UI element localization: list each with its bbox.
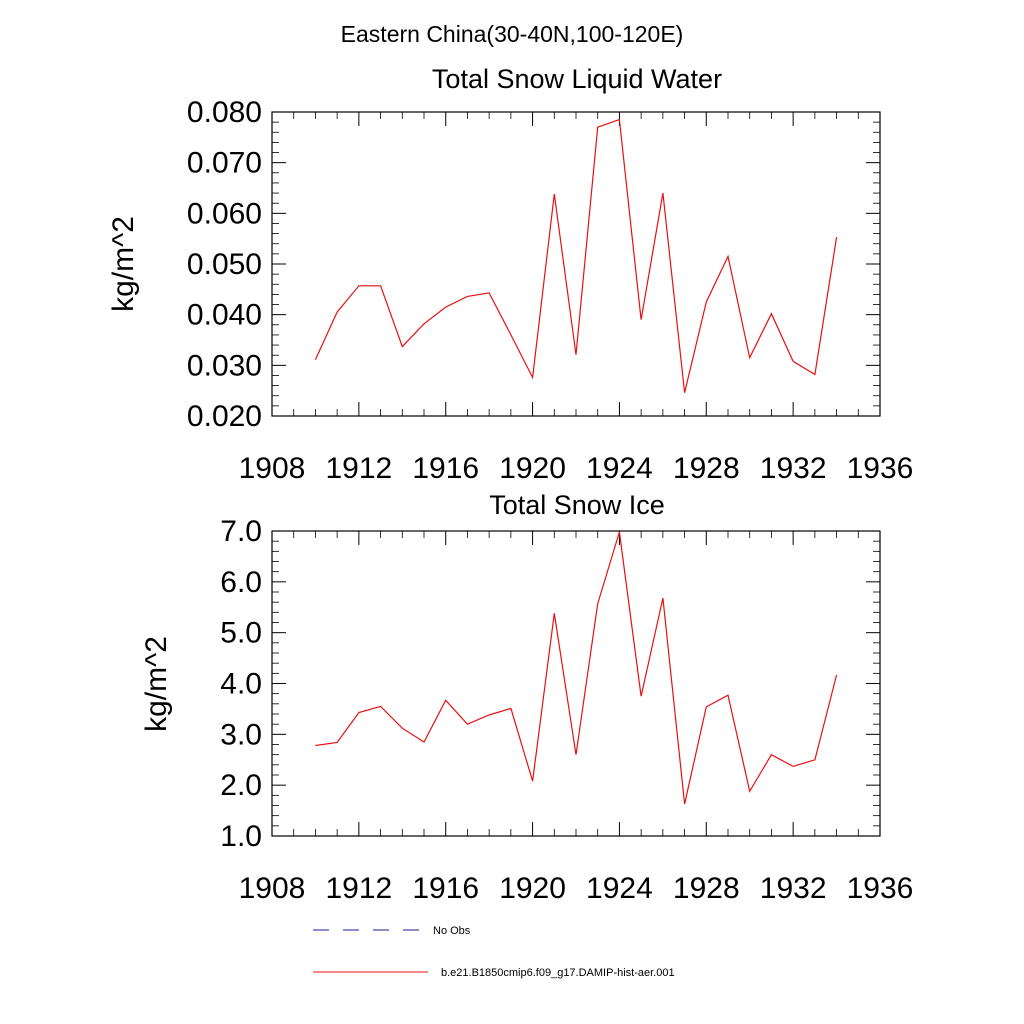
x-tick-label: 1924 (586, 452, 653, 485)
x-tick-label: 1908 (239, 872, 306, 905)
figure-title: Eastern China(30-40N,100-120E) (341, 21, 684, 47)
x-tick-label: 1936 (847, 452, 914, 485)
panel-title: Total Snow Liquid Water (432, 64, 722, 94)
y-tick-label: 0.050 (187, 248, 262, 281)
series-lines (314, 118, 838, 393)
x-tick-label: 1920 (499, 872, 566, 905)
x-tick-label: 1908 (239, 452, 306, 485)
plot-frame (271, 111, 881, 417)
x-tick-label: 1912 (325, 872, 392, 905)
series-line-0 (315, 531, 838, 805)
series-line-0 (314, 118, 838, 393)
x-tick-label: 1916 (412, 452, 479, 485)
axes: 1908 1912 1916 1920 1924 1928 1932 1936 0.020 0.0… (187, 96, 913, 485)
y-tick-label: 3.0 (220, 718, 262, 751)
y-tick-label: 0.060 (187, 197, 262, 230)
axes: 1908 1912 1916 1920 1924 1928 1932 1936 1.0 2.0 3.… (220, 515, 913, 905)
x-tick-label: 1928 (673, 452, 740, 485)
y-tick-label: 7.0 (220, 515, 262, 548)
legend-label-model: b.e21.B1850cmip6.f09_g17.DAMIP-hist-aer.… (441, 967, 675, 979)
panel-title: Total Snow Ice (489, 490, 665, 520)
y-tick-label: 1.0 (220, 820, 262, 853)
y-tick-label: 0.080 (187, 96, 262, 129)
x-tick-label: 1916 (412, 872, 479, 905)
x-tick-label: 1924 (586, 872, 653, 905)
y-axis-label: kg/m^2 (140, 636, 173, 732)
x-tick-label: 1932 (760, 452, 827, 485)
y-tick-label: 6.0 (220, 566, 262, 599)
legend-label-no-obs: No Obs (433, 925, 471, 937)
legend: No Obs b.e21.B1850cmip6.f09_g17.DAMIP-hi… (313, 925, 675, 979)
y-axis-label: kg/m^2 (107, 216, 140, 312)
y-tick-label: 4.0 (220, 668, 262, 701)
x-tick-label: 1932 (760, 872, 827, 905)
y-tick-label: 0.020 (187, 400, 262, 433)
y-tick-label: 0.030 (187, 349, 262, 382)
x-tick-label: 1928 (673, 872, 740, 905)
x-tick-label: 1936 (847, 872, 914, 905)
x-tick-label: 1912 (325, 452, 392, 485)
x-tick-label: 1920 (499, 452, 566, 485)
y-tick-label: 0.070 (187, 147, 262, 180)
series-lines (315, 531, 838, 805)
y-tick-label: 2.0 (220, 769, 262, 802)
snow-liquid-water-panel: Total Snow Liquid Water kg/m^2 1908 1912 1… (107, 64, 913, 485)
y-tick-label: 0.040 (187, 299, 262, 332)
plot-frame (271, 530, 881, 837)
snow-ice-panel: Total Snow Ice kg/m^2 1908 1912 1916 1920 19… (140, 490, 913, 905)
y-tick-label: 5.0 (220, 617, 262, 650)
